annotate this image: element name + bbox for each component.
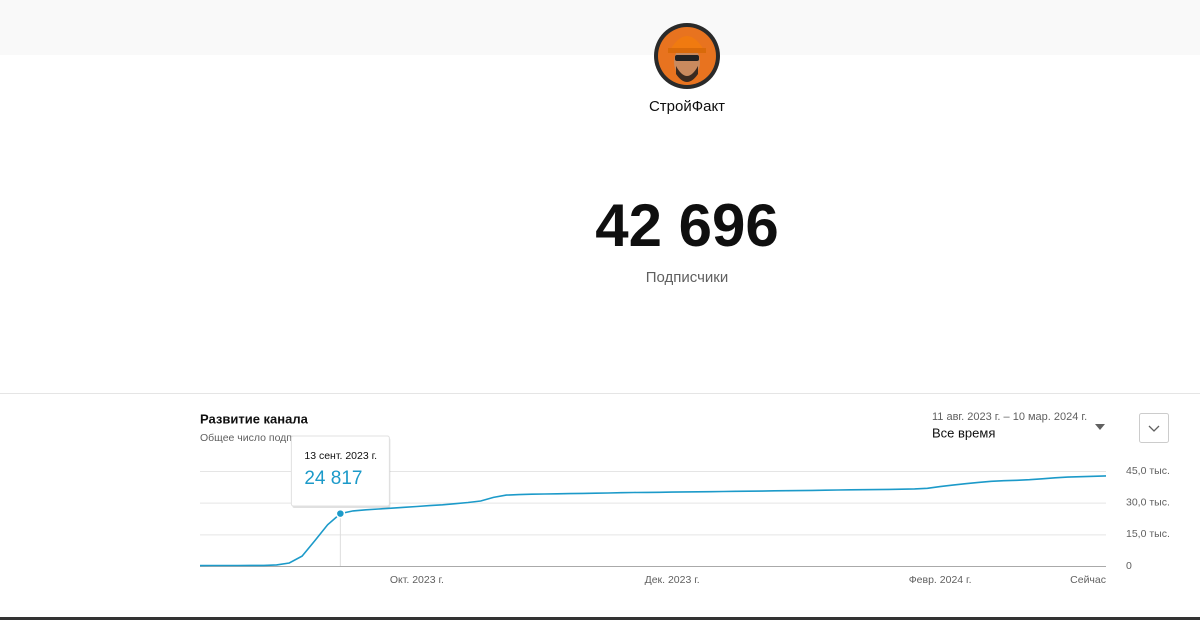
y-tick-label: 0	[1126, 560, 1132, 572]
top-band	[0, 0, 1200, 55]
x-tick-label: Сейчас	[1070, 574, 1106, 586]
chart: 0 15,0 тыс. 30,0 тыс. 45,0 тыс. Окт. 2023 г.…	[199, 435, 1170, 586]
x-tick-label: Дек. 2023 г.	[645, 574, 700, 586]
period-select[interactable]: Все время	[932, 425, 995, 440]
x-tick-label: Окт. 2023 г.	[390, 574, 444, 586]
expand-icon	[1148, 425, 1160, 432]
y-tick-label: 15,0 тыс.	[1126, 528, 1170, 540]
subscriber-count: 42 696	[595, 192, 779, 259]
bottom-edge	[0, 617, 1200, 620]
date-range: 11 авг. 2023 г. – 10 мар. 2024 г.	[932, 411, 1087, 423]
dropdown-arrow[interactable]	[1095, 424, 1105, 430]
subscriber-label: Подписчики	[646, 269, 729, 286]
tooltip	[290, 435, 390, 507]
y-tick-label: 45,0 тыс.	[1126, 465, 1170, 477]
tooltip-title: 13 сент. 2023 г.	[304, 450, 377, 462]
expand-button[interactable]	[1139, 413, 1169, 443]
channel-name: СтройФакт	[649, 98, 725, 115]
tooltip-value: 24 817	[304, 468, 362, 489]
x-tick-label: Февр. 2024 г.	[909, 574, 972, 586]
avatar	[654, 23, 720, 89]
panel-subtitle: Общее число подпи	[200, 432, 298, 444]
panel-title: Развитие канала	[200, 411, 309, 426]
hover-point	[335, 508, 346, 519]
series-line	[199, 475, 1107, 567]
y-tick-label: 30,0 тыс.	[1126, 496, 1170, 508]
